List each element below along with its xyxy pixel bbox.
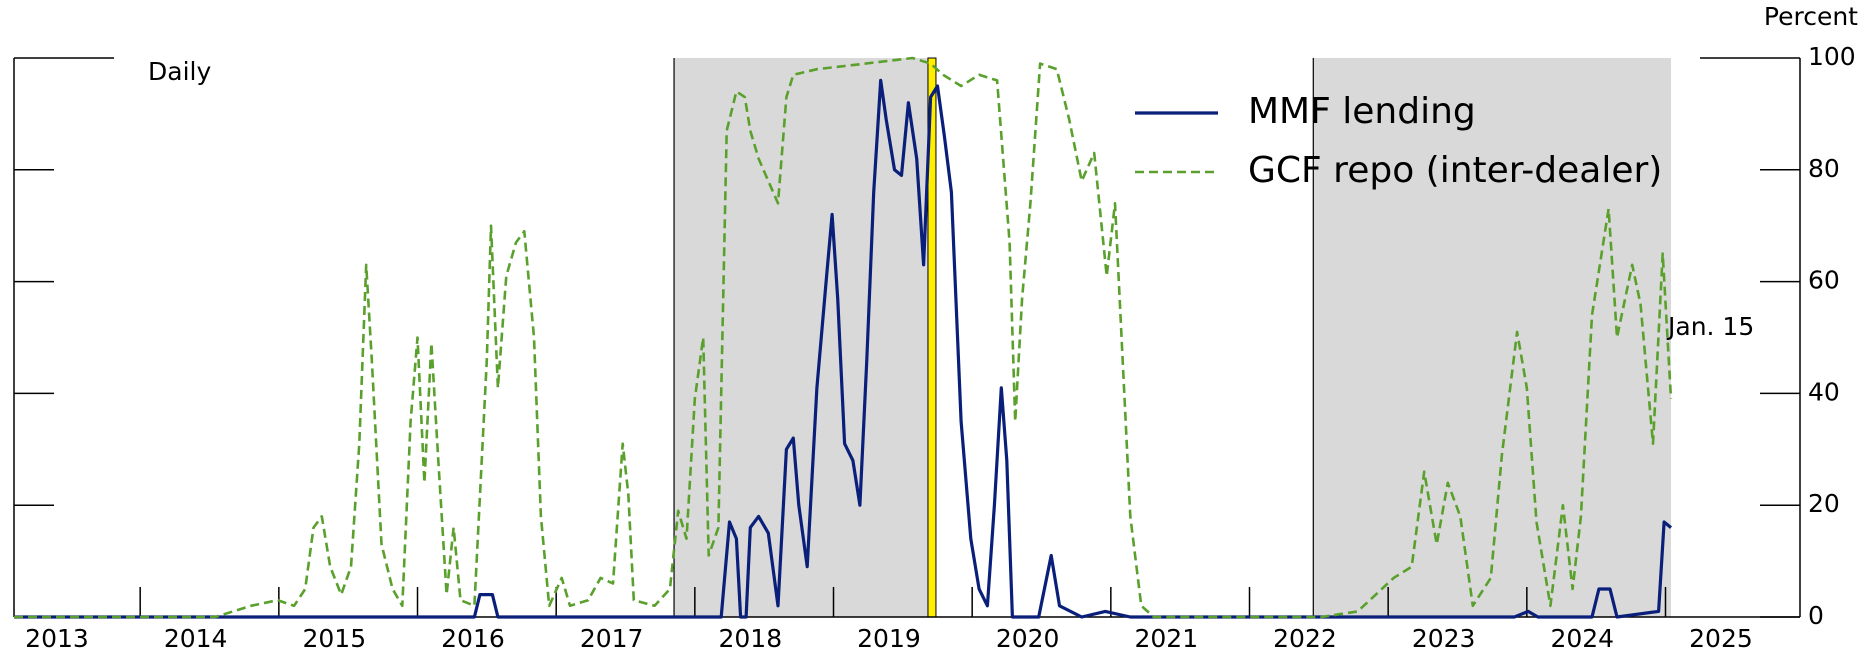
x-tick-label: 2025 xyxy=(1689,624,1753,653)
series-line xyxy=(14,78,1673,619)
shaded-period xyxy=(1313,58,1672,617)
x-tick-label: 2015 xyxy=(303,624,367,653)
x-tick-label: 2018 xyxy=(718,624,782,653)
series-line xyxy=(14,56,1673,619)
x-tick-label: 2017 xyxy=(580,624,644,653)
x-tick-label: 2021 xyxy=(1134,624,1198,653)
y-tick-label: 20 xyxy=(1808,489,1840,518)
annotation-daily: Daily xyxy=(148,57,211,86)
legend-label: MMF lending xyxy=(1248,91,1476,132)
y-tick-label: 0 xyxy=(1808,601,1824,630)
x-tick-label: 2023 xyxy=(1412,624,1476,653)
x-tick-label: 2022 xyxy=(1273,624,1337,653)
y-axis-label: Percent xyxy=(1764,2,1858,31)
annotation-end-date: Jan. 15 xyxy=(1666,312,1754,341)
y-tick-label: 40 xyxy=(1808,377,1840,406)
legend-label: GCF repo (inter-dealer) xyxy=(1248,150,1662,191)
x-tick-label: 2019 xyxy=(857,624,921,653)
x-tick-label: 2014 xyxy=(164,624,228,653)
y-tick-label: 80 xyxy=(1808,154,1840,183)
x-tick-label: 2013 xyxy=(25,624,89,653)
x-tick-label: 2024 xyxy=(1550,624,1614,653)
x-tick-label: 2016 xyxy=(441,624,505,653)
y-tick-label: 100 xyxy=(1808,42,1856,71)
y-tick-label: 60 xyxy=(1808,266,1840,295)
x-tick-label: 2020 xyxy=(996,624,1060,653)
